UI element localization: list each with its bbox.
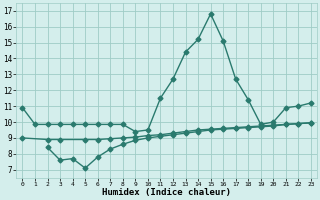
X-axis label: Humidex (Indice chaleur): Humidex (Indice chaleur) (102, 188, 231, 197)
